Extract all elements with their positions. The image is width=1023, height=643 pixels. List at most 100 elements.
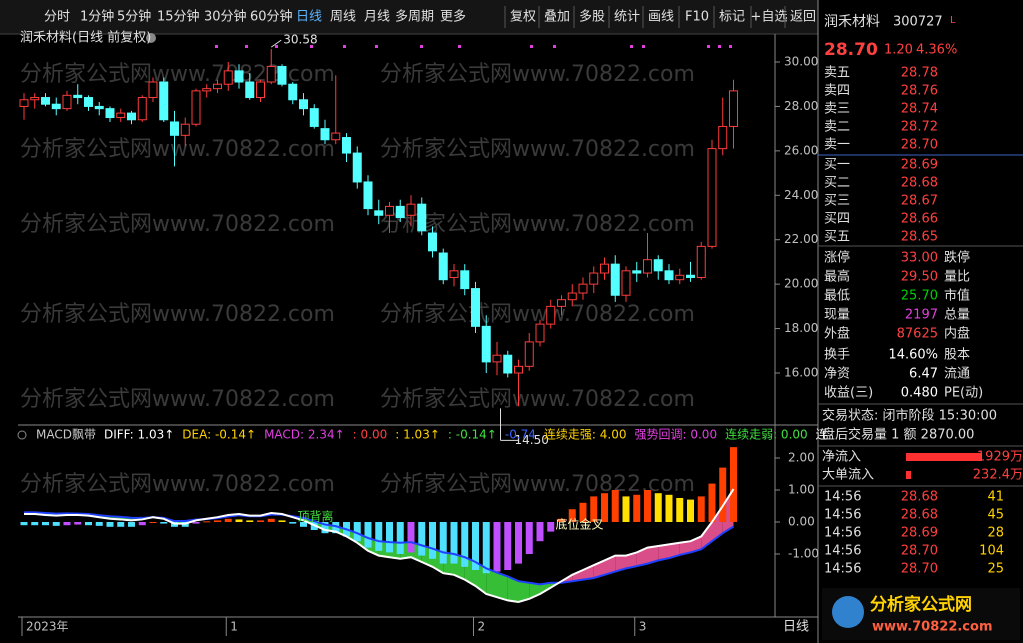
toolbar-button[interactable]: 返回 [790,10,816,25]
candle-body [266,65,276,83]
candle-body [245,81,255,99]
macd-header: DIFF: 1.03↑ [104,428,174,442]
candle-body [460,270,470,290]
macd-bar [418,522,426,556]
stat-label: 收益(三) [824,386,873,401]
toolbar-button[interactable]: 画线 [648,10,674,25]
bid-price: 28.66 [901,212,938,227]
toolbar-button[interactable]: 多股 [579,9,605,25]
macd-bar [31,522,39,526]
macd-bar [364,522,372,548]
candle-body [342,137,351,154]
after-hours: 盘后交易量 1 额 2870.00 [822,427,974,443]
price-tick-label: 28.00 [784,99,818,113]
macd-icon[interactable] [17,430,27,440]
watermark: 分析家公式网www.70822.com [380,472,695,497]
watermark: 分析家公式网www.70822.com [380,302,695,327]
candle-body [19,99,29,107]
macd-header: : 1.03↑ [395,428,440,442]
macd-bar [407,522,415,553]
macd-header: 强势回调: 0.00 [635,428,718,442]
candle-body [30,97,40,101]
candle-body [159,81,169,121]
stat-value: 87625 [897,327,938,342]
candle-body [395,205,405,218]
macd-bar [676,498,684,522]
toolbar-button[interactable]: 统计 [614,10,640,25]
flow-value: 1929万 [977,450,1023,465]
macd-bar [665,494,673,522]
macd-bar [590,496,598,522]
stat-label: 外盘 [824,326,850,342]
macd-bar [20,522,28,526]
macd-header: -0.74 [505,428,536,442]
trade-time: 14:56 [824,562,861,577]
tab[interactable]: 5分钟 [117,9,151,25]
candle-body [116,112,126,119]
candle-body [696,245,706,278]
tab[interactable]: 60分钟 [250,9,293,25]
candle-body [675,274,685,281]
candle-body [524,341,534,367]
bid-price: 28.68 [901,176,938,191]
macd-bar [493,522,501,572]
bid-label: 买四 [824,212,850,227]
macd-bar [396,522,404,554]
toolbar-button[interactable]: 叠加 [544,10,570,25]
ask-label: 卖四 [824,84,850,99]
macd-bar [289,522,297,524]
macd-bar [429,522,436,559]
macd-bar [482,522,490,574]
tab[interactable]: 分时 [44,10,70,25]
trade-price: 28.68 [901,490,938,505]
macd-bar [708,483,716,522]
stat-value: 14.60% [888,348,938,363]
menu-icon[interactable] [146,33,156,43]
watermark: 分析家公式网www.70822.com [20,62,335,87]
macd-tick-label: 1.00 [788,483,815,497]
tab[interactable]: 月线 [364,10,390,25]
toolbar-button[interactable]: F10 [685,10,709,25]
candle-body [256,81,265,99]
tab[interactable]: 15分钟 [157,9,200,25]
macd-bar [95,522,103,526]
bid-label: 买三 [824,194,850,209]
ask-price: 28.70 [901,138,938,153]
watermark: 分析家公式网www.70822.com [380,62,695,87]
macd-bar [450,522,458,564]
trade-status: 交易状态: 闭市阶段 15:30:00 [822,408,997,424]
tab[interactable]: 多周期 [395,9,434,25]
candle-body [729,90,738,127]
tab[interactable]: 日线 [296,10,322,25]
macd-bar [300,522,307,527]
candle-body [449,270,459,278]
toolbar-button[interactable]: +自选 [751,10,788,25]
candle-body [309,108,319,127]
candle-body [288,83,298,101]
diff-line [24,488,735,604]
candle-body [707,148,717,247]
stat-value: 0.480 [901,386,938,401]
macd-bar [246,520,254,522]
macd-tick-label: -1.00 [788,547,819,561]
candle-body [600,263,609,274]
bid-label: 买五 [824,230,850,245]
macd-bar [192,522,200,524]
tab[interactable]: 1分钟 [80,9,114,25]
toolbar-button[interactable]: 复权 [510,9,536,25]
macd-header: MACD飘带 [36,428,96,442]
trade-time: 14:56 [824,490,861,505]
macd-tick-label: 0.00 [788,515,815,529]
tab[interactable]: 30分钟 [204,9,247,25]
low-annotation: 14.50 [515,433,549,447]
macd-bar [267,518,275,522]
bid-label: 买二 [824,176,850,191]
tab[interactable]: 更多 [440,9,466,25]
macd-bar [375,522,383,551]
trade-time: 14:56 [824,526,861,541]
stat-label: 最低 [824,289,850,304]
ask-price: 28.72 [901,120,938,135]
tab[interactable]: 周线 [330,10,356,25]
toolbar-button[interactable]: 标记 [719,10,745,25]
